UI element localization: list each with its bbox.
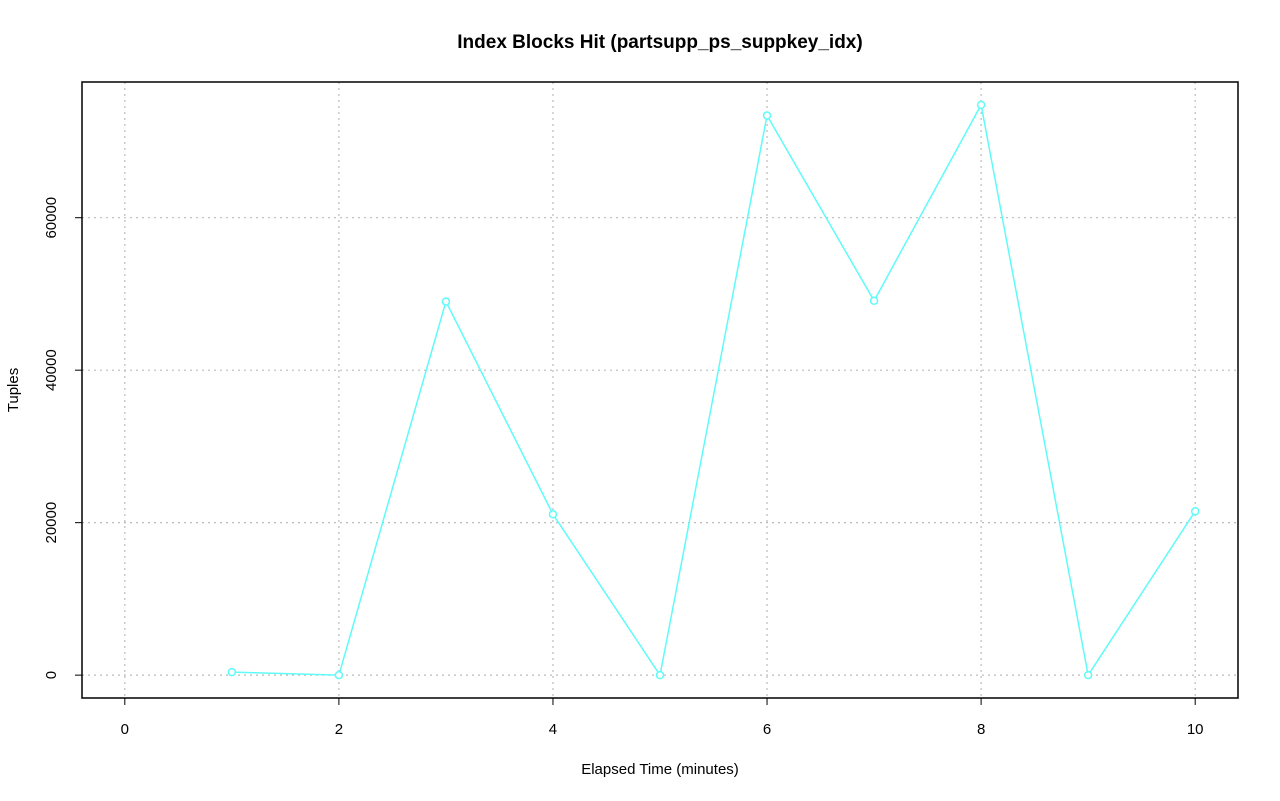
data-line bbox=[231, 102, 1196, 678]
data-point bbox=[441, 297, 451, 306]
y-tick-label: 40000 bbox=[43, 349, 60, 391]
data-point bbox=[762, 111, 772, 120]
x-axis-label: Elapsed Time (minutes) bbox=[581, 761, 739, 778]
plot-frame bbox=[81, 81, 1239, 699]
x-tick-label: 2 bbox=[335, 721, 343, 738]
data-point bbox=[334, 670, 344, 680]
data-point bbox=[1083, 670, 1093, 680]
data-point bbox=[976, 100, 986, 110]
data-point bbox=[548, 510, 558, 519]
chart-title: Index Blocks Hit (partsupp_ps_suppkey_id… bbox=[457, 32, 862, 53]
y-axis-label: Tuples bbox=[5, 368, 22, 412]
data-point bbox=[1190, 506, 1200, 516]
data-point bbox=[869, 296, 879, 306]
x-tick-label: 6 bbox=[763, 721, 771, 738]
y-tick-label: 60000 bbox=[43, 197, 60, 239]
x-tick-label: 0 bbox=[121, 721, 129, 738]
x-tick-label: 10 bbox=[1187, 721, 1204, 738]
y-tick-label: 0 bbox=[43, 671, 60, 679]
data-point bbox=[655, 670, 665, 680]
x-tick-label: 8 bbox=[977, 721, 985, 738]
data-point bbox=[227, 667, 237, 677]
x-tick-label: 4 bbox=[549, 721, 557, 738]
y-tick-label: 20000 bbox=[43, 502, 60, 544]
